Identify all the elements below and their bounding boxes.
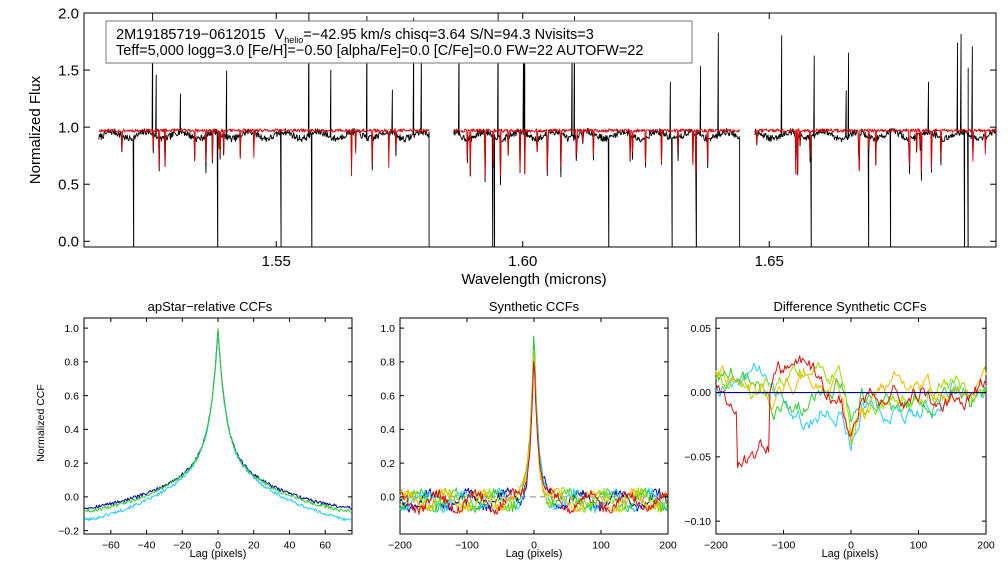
synthetic-ccf-line-5 xyxy=(399,361,668,515)
spectrum-y-tick-label-0: 0.0 xyxy=(58,234,79,251)
synthetic-ccf-y-tick-label-3: 0.6 xyxy=(380,390,395,402)
apstar-ccf-line-0 xyxy=(83,328,353,510)
spectrum-y-tick-label-3: 1.5 xyxy=(58,62,79,79)
apstar-ccf-y-tick-label-2: 0.2 xyxy=(64,458,79,470)
synthetic-ccf-panel: Synthetic CCFs −200 −100 0 100 200 0.0 0.2 0.4 0… xyxy=(380,299,677,560)
legend-line-2: Teff=5,000 logg=3.0 [Fe/H]=−0.50 [alpha/… xyxy=(116,43,643,59)
diff-ccf-line-4 xyxy=(715,365,987,445)
spectrum-legend-box: 2M19185719−0612015 Vhelio=−42.95 km/s chi… xyxy=(105,20,693,64)
apstar-ccf-x-tick-label-5: 40 xyxy=(284,540,296,552)
diff-ccf-x-label: Lag (pixels) xyxy=(822,548,879,560)
diff-ccf-line-1 xyxy=(715,362,987,452)
legend-star-id: 2M19185719−0612015 xyxy=(116,27,266,43)
diff-ccf-y-tick-label-3: 0.05 xyxy=(691,323,712,335)
apstar-ccf-y-tick-label-3: 0.4 xyxy=(64,424,79,436)
spectrum-panel: 1.55 1.60 1.65 0.0 0.5 1.0 1.5 2.0 Normalized F… xyxy=(27,5,997,288)
apstar-ccf-x-tick-label-6: 60 xyxy=(319,540,331,552)
synthetic-ccf-x-tick-label-4: 200 xyxy=(659,540,677,552)
spectrum-ticks: 1.55 1.60 1.65 0.0 0.5 1.0 1.5 2.0 xyxy=(58,5,996,270)
diff-ccf-y-tick-label-2: 0.00 xyxy=(691,387,712,399)
spectrum-x-label: Wavelength (microns) xyxy=(461,271,606,288)
spectrum-y-label: Normalized Flux xyxy=(27,75,44,184)
synthetic-ccf-y-tick-label-2: 0.4 xyxy=(380,424,395,436)
apstar-ccf-ticks: −60 −40 −20 0 20 40 60 −0.2 0.0 0.2 0.4 0.6 0.8 1.0 xyxy=(58,318,352,552)
apstar-ccf-series xyxy=(83,328,353,522)
apstar-ccf-x-tick-label-1: −40 xyxy=(138,540,156,552)
diff-ccf-x-tick-label-4: 200 xyxy=(977,540,995,552)
diff-ccf-ticks: −200 −100 0 100 200 −0.10 −0.05 0.00 0.05 xyxy=(684,318,995,552)
diff-ccf-series xyxy=(715,355,987,469)
apstar-ccf-y-tick-label-1: 0.0 xyxy=(64,492,79,504)
diff-ccf-title: Difference Synthetic CCFs xyxy=(774,299,927,314)
diff-ccf-panel: Difference Synthetic CCFs −200 −100 0 100 20… xyxy=(684,299,994,560)
spectrum-x-tick-label-2: 1.65 xyxy=(755,253,784,270)
diff-ccf-x-tick-label-3: 100 xyxy=(910,540,928,552)
spectrum-series xyxy=(98,13,996,247)
spectrum-model-chip-0 xyxy=(98,128,430,177)
apstar-ccf-y-tick-label-5: 0.8 xyxy=(64,357,79,369)
diff-ccf-x-tick-label-1: −100 xyxy=(772,540,796,552)
synthetic-ccf-x-tick-label-0: −200 xyxy=(388,540,412,552)
synthetic-ccf-x-label: Lag (pixels) xyxy=(506,548,563,560)
legend-v-subscript: helio xyxy=(284,35,303,45)
diff-ccf-x-tick-label-2: 0 xyxy=(848,540,854,552)
diff-ccf-x-tick-label-0: −200 xyxy=(704,540,728,552)
legend-v-symbol: V xyxy=(275,27,285,43)
apstar-ccf-panel: apStar−relative CCFs −60 −40 −20 0 20 40 60 −0.… xyxy=(35,299,353,560)
diff-ccf-frame xyxy=(715,317,987,535)
spectrum-y-tick-label-1: 0.5 xyxy=(58,176,79,193)
synthetic-ccf-title: Synthetic CCFs xyxy=(489,299,580,314)
apstar-ccf-x-tick-label-2: −20 xyxy=(173,540,191,552)
legend-frame xyxy=(105,20,693,64)
apstar-ccf-y-tick-label-0: −0.2 xyxy=(58,525,79,537)
apstar-ccf-x-label: Lag (pixels) xyxy=(190,548,247,560)
apstar-ccf-line-1 xyxy=(83,331,353,522)
spectrum-y-tick-label-2: 1.0 xyxy=(58,119,79,136)
synthetic-ccf-y-tick-label-0: 0.0 xyxy=(380,492,395,504)
legend-line-1: 2M19185719−0612015 Vhelio=−42.95 km/s chi… xyxy=(116,27,594,45)
synthetic-ccf-y-tick-label-5: 1.0 xyxy=(380,323,395,335)
apstar-ccf-x-tick-label-3: 0 xyxy=(215,540,221,552)
synthetic-ccf-y-tick-label-1: 0.2 xyxy=(380,458,395,470)
diff-ccf-y-tick-label-1: −0.05 xyxy=(684,452,711,464)
spectrum-y-tick-label-4: 2.0 xyxy=(58,5,79,22)
synthetic-ccf-y-tick-label-4: 0.8 xyxy=(380,357,395,369)
apstar-ccf-line-2 xyxy=(83,329,353,513)
synthetic-ccf-series xyxy=(399,335,668,515)
apstar-ccf-y-label: Normalized CCF xyxy=(35,384,47,462)
spectrum-x-tick-label-0: 1.55 xyxy=(262,253,291,270)
diff-ccf-y-tick-label-0: −0.10 xyxy=(684,516,711,528)
legend-stats: =−42.95 km/s chisq=3.64 S/N=94.3 Nvisits… xyxy=(303,27,594,43)
synthetic-ccf-x-tick-label-1: −100 xyxy=(455,540,479,552)
apstar-ccf-x-tick-label-0: −60 xyxy=(102,540,120,552)
synthetic-ccf-line-4 xyxy=(399,357,668,513)
spectrum-model-chip-1 xyxy=(453,128,741,178)
spectrum-model-chip-2 xyxy=(754,128,996,175)
apstar-ccf-x-tick-label-4: 20 xyxy=(248,540,260,552)
apstar-ccf-y-tick-label-4: 0.6 xyxy=(64,390,79,402)
apstar-ccf-title: apStar−relative CCFs xyxy=(148,299,273,314)
spectrum-x-tick-label-1: 1.60 xyxy=(508,253,537,270)
spectrum-frame xyxy=(83,12,997,248)
apstar-ccf-y-tick-label-6: 1.0 xyxy=(64,323,79,335)
synthetic-ccf-ticks: −200 −100 0 100 200 0.0 0.2 0.4 0.6 0.8 1.0 xyxy=(380,318,677,552)
diff-ccf-line-5 xyxy=(715,355,987,469)
synthetic-ccf-x-tick-label-2: 0 xyxy=(531,540,537,552)
synthetic-ccf-x-tick-label-3: 100 xyxy=(592,540,610,552)
synthetic-ccf-line-3 xyxy=(399,349,668,513)
